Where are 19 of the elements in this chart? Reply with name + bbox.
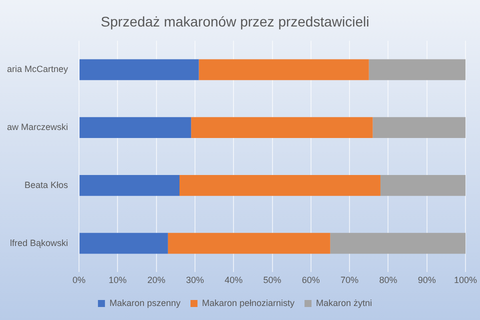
x-tick-label: 10% — [108, 275, 127, 286]
legend-label: Makaron pełnoziarnisty — [202, 298, 296, 308]
x-tick-label: 100% — [454, 275, 478, 286]
x-tick-label: 90% — [418, 275, 436, 286]
x-tick-label: 50% — [263, 275, 282, 286]
legend-label: Makaron żytni — [316, 298, 372, 308]
y-tick-label: aw Marczewski — [7, 122, 68, 132]
x-tick-label: 40% — [224, 275, 243, 286]
x-tick-label: 30% — [186, 275, 204, 286]
x-tick-label: 70% — [340, 275, 359, 286]
x-tick-label: 20% — [147, 275, 166, 286]
y-tick-label: Beata Kłos — [24, 180, 69, 190]
x-tick-label: 80% — [379, 275, 398, 286]
chart-title: Sprzedaż makaronów przez przedstawicieli — [100, 13, 370, 30]
x-tick-label: 60% — [302, 275, 320, 286]
x-tick-label: 0% — [72, 275, 86, 286]
legend-label: Makaron pszenny — [109, 298, 181, 308]
y-tick-label: aria McCartney — [6, 64, 69, 74]
y-tick-label: lfred Bąkowski — [10, 238, 68, 248]
